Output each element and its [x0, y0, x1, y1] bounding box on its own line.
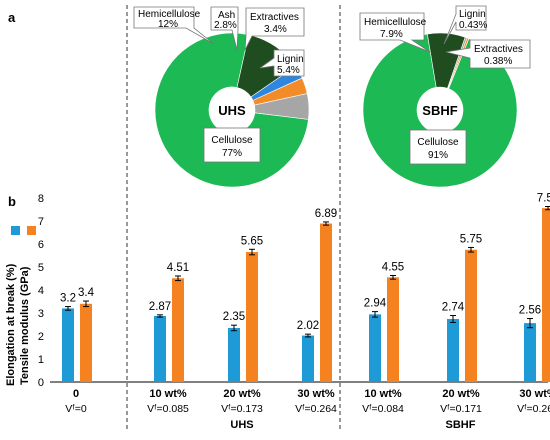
x-tick-label: 10 wt% [364, 388, 402, 400]
data-label: 2.87 [149, 301, 171, 313]
x-tick-label: 10 wt% [149, 388, 187, 400]
data-label: 4.51 [167, 262, 189, 274]
data-label: 2.35 [223, 311, 245, 323]
bar-elongation [154, 315, 166, 382]
data-label: 5.65 [241, 235, 263, 247]
data-label: 6.89 [315, 208, 337, 220]
panel-a-label: a [8, 10, 16, 25]
y-tick-label: 3 [38, 308, 44, 320]
pie-sbhf-center [417, 87, 463, 133]
vf-label: Vᶠ=0.085 [147, 403, 189, 415]
legend-modulus-swatch [27, 226, 36, 235]
y-tick-label: 7 [38, 216, 44, 228]
callout-name: Extractives [474, 44, 523, 55]
x-tick-label: 0 [73, 388, 79, 400]
pie-sbhf-center-label: SBHF [422, 103, 457, 118]
callout-value: 91% [428, 150, 448, 161]
callout-value: 77% [222, 148, 242, 159]
bar-elongation [524, 323, 536, 382]
callout-name: Hemicellulose [364, 17, 427, 28]
bar-modulus [387, 277, 399, 382]
vf-label: Vᶠ=0.173 [221, 403, 263, 415]
pie-uhs-center [209, 87, 255, 133]
bar-chart: Elongation at break (%) Tensile modulus … [5, 193, 550, 431]
pie-chart-uhs: UHS [154, 32, 310, 188]
data-label: 2.56 [519, 305, 541, 317]
callout-uhs-ash: Ash 2.8% [210, 6, 239, 51]
bar-modulus [465, 249, 477, 382]
y-tick-label: 4 [38, 285, 44, 297]
vf-label: Vᶠ=0 [65, 403, 87, 415]
callout-sbhf-extractives: Extractives 0.38% [445, 39, 531, 69]
bar-modulus [172, 278, 184, 382]
legend [11, 226, 36, 235]
bar-modulus [320, 223, 332, 382]
callout-sbhf-hemicellulose: Hemicellulose 7.9% [359, 12, 431, 53]
callout-uhs-hemicellulose: Hemicellulose 12% [133, 6, 215, 45]
data-label: 3.4 [78, 287, 95, 299]
y-tick-label: 1 [38, 354, 44, 366]
bar-modulus [542, 208, 550, 382]
bar-modulus [246, 252, 258, 382]
data-label: 7.56 [537, 193, 550, 205]
x-axis-labels: 0 Vᶠ=0 10 wt% Vᶠ=0.085 20 wt% Vᶠ=0.173 30 wt% V… [65, 388, 550, 431]
y-axis-label-modulus: Tensile modulus (GPa) [19, 266, 31, 385]
callout-sbhf-cellulose: Cellulose 91% [409, 129, 467, 165]
x-tick-label: 20 wt% [442, 388, 480, 400]
bar-elongation [447, 318, 459, 382]
y-axis-ticks: 0 1 2 3 4 5 6 7 8 [38, 193, 44, 389]
x-tick-label: 30 wt% [519, 388, 550, 400]
bar-elongation [369, 314, 381, 382]
group-label: SBHF [446, 419, 476, 431]
data-label: 3.2 [60, 293, 76, 305]
callout-uhs-lignin: Lignin 5.4% [259, 49, 305, 77]
callout-value: 0.38% [484, 56, 512, 67]
vf-label: Vᶠ=0.264 [295, 403, 337, 415]
pie-chart-sbhf: SBHF [362, 32, 518, 188]
legend-elongation-swatch [11, 226, 20, 235]
vf-label: Vᶠ=0.262 [517, 403, 550, 415]
callout-sbhf-lignin: Lignin 0.43% [443, 5, 487, 45]
x-tick-label: 30 wt% [297, 388, 335, 400]
callout-value: 7.9% [380, 29, 403, 40]
panel-b-label: b [8, 194, 16, 209]
callout-uhs-extractives: Extractives 3.4% [244, 7, 305, 51]
bar-modulus [80, 303, 92, 382]
callout-value: 5.4% [277, 65, 300, 76]
vf-label: Vᶠ=0.084 [362, 403, 404, 415]
callout-name: Hemicellulose [138, 9, 201, 20]
callout-value: 12% [158, 19, 178, 30]
data-label: 4.55 [382, 262, 404, 274]
bar-elongation [228, 327, 240, 382]
data-label: 2.74 [442, 302, 465, 314]
y-tick-label: 6 [38, 239, 44, 251]
bar-elongation [302, 335, 314, 382]
x-tick-label: 20 wt% [223, 388, 261, 400]
group-label: UHS [230, 419, 253, 431]
callout-name: Cellulose [417, 137, 459, 148]
bar-elongation [62, 308, 74, 382]
callout-name: Cellulose [211, 135, 253, 146]
data-label: 2.94 [364, 298, 387, 310]
y-axis-label-elongation: Elongation at break (%) [5, 263, 17, 386]
callout-uhs-cellulose: Cellulose 77% [203, 127, 261, 163]
pie-uhs-center-label: UHS [218, 103, 246, 118]
callout-name: Ash [218, 10, 235, 21]
data-label: 5.75 [460, 233, 482, 245]
y-tick-label: 5 [38, 262, 44, 274]
callout-value: 3.4% [264, 24, 287, 35]
callout-value: 2.8% [214, 20, 237, 31]
vf-label: Vᶠ=0.171 [440, 403, 482, 415]
y-tick-label: 2 [38, 331, 44, 343]
callout-value: 0.43% [459, 20, 487, 31]
callout-name: Lignin [277, 54, 304, 65]
data-label: 2.02 [297, 320, 319, 332]
callout-name: Extractives [250, 12, 299, 23]
bars: 3.2 2.87 2.35 2.02 2.94 2.74 2.56 3.4 4.51 5.65 6.… [60, 193, 550, 382]
y-tick-label: 0 [38, 377, 44, 389]
callout-name: Lignin [459, 9, 486, 20]
y-tick-label: 8 [38, 193, 44, 205]
